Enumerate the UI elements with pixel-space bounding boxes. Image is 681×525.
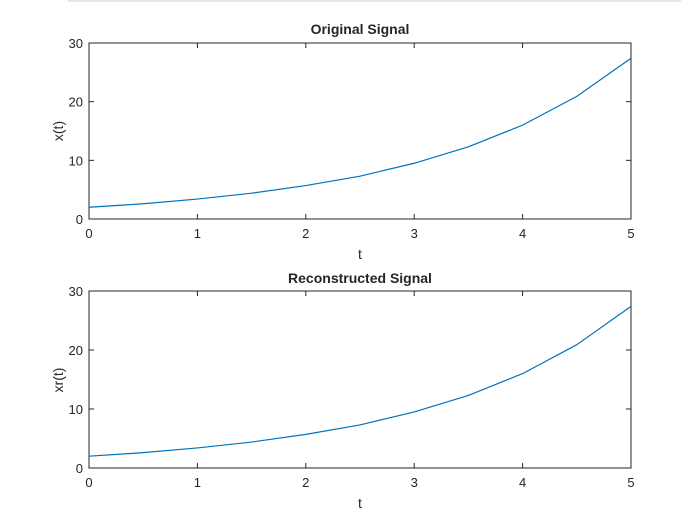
plot-area-frame: [88, 42, 632, 220]
x-tick-label: 0: [85, 226, 92, 241]
plot-title: Original Signal: [311, 21, 410, 37]
y-tick-label: 30: [69, 284, 83, 299]
y-tick-label: 0: [76, 461, 83, 476]
x-tick-label: 4: [519, 226, 526, 241]
x-tick-label: 3: [411, 226, 418, 241]
y-tick-label: 10: [69, 153, 83, 168]
x-tick-label: 0: [85, 475, 92, 490]
y-tick-label: 20: [69, 343, 83, 358]
x-tick-label: 1: [194, 475, 201, 490]
x-tick-label: 2: [302, 226, 309, 241]
y-tick-label: 0: [76, 212, 83, 227]
x-tick-label: 4: [519, 475, 526, 490]
axes-reconstructed-signal: Reconstructed Signal t xr(t) 0 1 2 3 4 5 0 10 20…: [50, 270, 635, 511]
window-top-edge: [68, 0, 681, 2]
x-axis-label: t: [358, 495, 362, 511]
y-axis-label: x(t): [50, 121, 66, 141]
x-tick-label: 2: [302, 475, 309, 490]
plot-title: Reconstructed Signal: [288, 270, 432, 286]
axes-original-signal: Original Signal t x(t) 0 1 2 3 4 5 0 10 20 30: [50, 21, 635, 262]
series-line: [88, 305, 632, 457]
x-tick-label: 1: [194, 226, 201, 241]
x-tick-label: 3: [411, 475, 418, 490]
y-axis-label: xr(t): [50, 368, 66, 393]
x-tick-label: 5: [627, 475, 634, 490]
x-tick-label: 5: [627, 226, 634, 241]
y-tick-label: 10: [69, 402, 83, 417]
y-tick-label: 20: [69, 95, 83, 110]
series-line: [88, 57, 632, 208]
x-axis-label: t: [358, 246, 362, 262]
y-tick-label: 30: [69, 36, 83, 51]
plot-area-frame: [88, 290, 632, 469]
